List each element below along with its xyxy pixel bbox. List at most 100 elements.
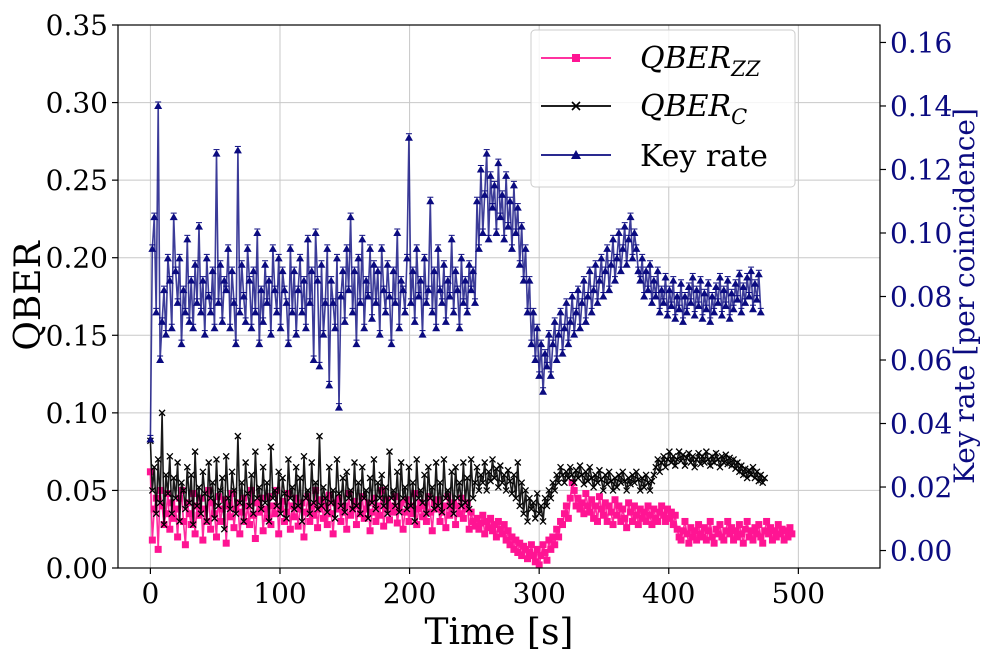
data-point xyxy=(281,517,289,525)
data-point xyxy=(693,536,701,544)
data-point xyxy=(263,479,271,487)
y2-tick-label: 0.06 xyxy=(890,344,952,377)
data-point xyxy=(651,292,660,300)
data-point xyxy=(263,514,271,522)
data-point xyxy=(690,311,699,319)
data-point xyxy=(515,260,524,268)
data-point xyxy=(490,181,499,189)
data-point xyxy=(415,505,423,513)
data-point xyxy=(259,527,267,535)
data-point xyxy=(171,267,180,275)
data-point xyxy=(244,502,252,510)
data-point xyxy=(200,330,209,338)
data-point xyxy=(206,308,215,316)
data-point xyxy=(708,292,717,300)
data-point xyxy=(374,502,382,510)
data-point xyxy=(299,276,308,284)
data-point xyxy=(559,521,566,529)
data-point xyxy=(546,371,555,379)
data-point xyxy=(417,499,425,507)
data-point xyxy=(702,305,711,313)
data-point xyxy=(614,228,623,236)
data-point xyxy=(500,235,509,243)
data-point xyxy=(177,340,186,348)
data-point xyxy=(294,286,303,294)
data-point xyxy=(430,267,439,275)
data-point xyxy=(741,298,750,306)
data-point xyxy=(504,466,512,474)
data-point xyxy=(150,463,158,471)
data-point xyxy=(290,267,299,275)
data-point xyxy=(329,298,338,306)
data-point xyxy=(539,541,547,549)
data-point xyxy=(376,511,384,519)
data-point xyxy=(531,356,540,364)
data-point xyxy=(642,267,651,275)
data-point xyxy=(544,330,553,338)
data-point xyxy=(597,505,605,513)
data-point xyxy=(765,530,773,538)
data-point xyxy=(205,459,213,466)
data-point xyxy=(319,514,327,522)
data-point xyxy=(576,462,584,470)
data-point xyxy=(331,324,340,332)
data-point xyxy=(634,476,642,484)
data-point xyxy=(197,510,205,518)
data-point xyxy=(522,486,530,494)
data-point xyxy=(183,499,191,507)
data-point xyxy=(454,494,461,502)
data-point xyxy=(343,525,351,533)
data-point xyxy=(251,448,259,456)
data-point xyxy=(469,267,478,275)
data-point xyxy=(527,340,536,348)
data-point xyxy=(616,267,625,275)
data-point xyxy=(653,267,662,275)
data-point xyxy=(185,317,194,325)
data-point xyxy=(617,517,625,525)
data-point xyxy=(537,340,546,348)
data-point xyxy=(669,521,677,529)
data-point xyxy=(236,499,244,507)
data-point xyxy=(237,260,246,268)
data-point xyxy=(630,502,638,510)
data-point xyxy=(547,494,555,502)
data-point xyxy=(739,282,748,290)
data-point xyxy=(741,525,749,533)
data-point xyxy=(677,279,686,287)
data-point xyxy=(313,276,322,284)
data-point xyxy=(154,101,163,109)
data-point xyxy=(650,471,658,479)
data-point xyxy=(584,502,592,510)
data-point xyxy=(454,502,462,510)
data-point xyxy=(492,533,500,541)
data-point xyxy=(475,486,483,494)
data-point xyxy=(761,527,769,535)
data-point xyxy=(632,468,640,476)
data-point xyxy=(259,317,268,325)
data-point xyxy=(759,539,767,547)
data-point xyxy=(459,298,468,306)
legend-label-qber-c-sub: C xyxy=(731,105,747,129)
data-point xyxy=(294,502,302,510)
data-point xyxy=(418,330,427,338)
data-point xyxy=(729,305,738,313)
legend-marker-qber-c xyxy=(571,101,581,111)
data-point xyxy=(378,486,386,494)
data-point xyxy=(589,286,598,294)
data-point xyxy=(539,517,547,525)
data-point xyxy=(441,317,450,325)
data-point xyxy=(251,535,259,543)
data-point xyxy=(305,298,314,306)
data-point xyxy=(679,527,687,535)
data-point xyxy=(270,286,279,294)
y2-tick-label: 0.14 xyxy=(890,90,952,123)
data-point xyxy=(564,514,572,522)
data-point xyxy=(274,254,283,262)
data-point xyxy=(426,197,435,205)
y-tick-label: 0.05 xyxy=(46,474,108,507)
data-point xyxy=(362,486,370,494)
data-point xyxy=(358,235,367,243)
data-point xyxy=(508,533,516,541)
data-point xyxy=(413,521,421,529)
data-point xyxy=(218,317,227,325)
